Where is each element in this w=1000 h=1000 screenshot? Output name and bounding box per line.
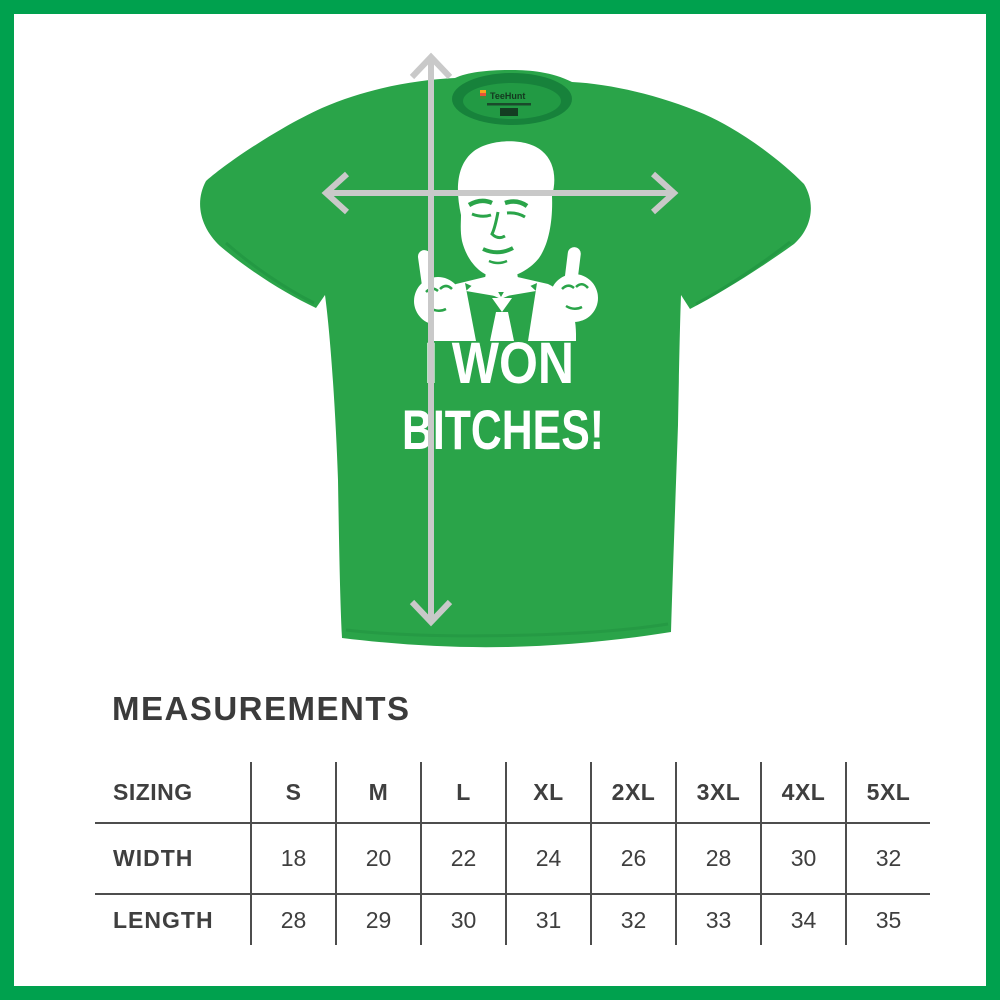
print-text-line1: I WON — [424, 331, 574, 396]
bottom-hem-seam — [345, 622, 669, 638]
brand-label: TeeHunt — [480, 90, 531, 116]
brand-logo-icon — [480, 90, 486, 93]
facial-features — [467, 198, 529, 265]
right-hand — [550, 247, 598, 322]
width-value-l: 22 — [420, 822, 505, 893]
brand-logo-icon-3 — [480, 96, 486, 99]
tie — [490, 312, 514, 341]
col-header-sizing: SIZING — [113, 778, 193, 805]
length-value-5xl: 35 — [845, 893, 930, 945]
width-value-4xl: 30 — [760, 822, 845, 893]
col-header-2xl: 2XL — [590, 762, 675, 822]
length-value-4xl: 34 — [760, 893, 845, 945]
width-value-3xl: 28 — [675, 822, 760, 893]
tie-knot — [492, 298, 512, 312]
col-header-m: M — [335, 762, 420, 822]
width-value-s: 18 — [250, 822, 335, 893]
length-value-3xl: 33 — [675, 893, 760, 945]
length-value-2xl: 32 — [590, 893, 675, 945]
length-value-m: 29 — [335, 893, 420, 945]
tshirt-sizing-diagram: TeeHunt — [200, 52, 811, 648]
width-value-5xl: 32 — [845, 822, 930, 893]
collar-inner — [463, 83, 561, 119]
col-header-l: L — [420, 762, 505, 822]
col-header-s: S — [250, 762, 335, 822]
width-value-m: 20 — [335, 822, 420, 893]
trump-print: I WON BITCHES! — [402, 141, 604, 461]
label-fine-print — [487, 103, 531, 106]
label-size-box — [500, 108, 518, 116]
width-value-2xl: 26 — [590, 822, 675, 893]
length-value-l: 30 — [420, 893, 505, 945]
tshirt-graphic: TeeHunt — [200, 52, 811, 648]
length-value-s: 28 — [250, 893, 335, 945]
col-header-3xl: 3XL — [675, 762, 760, 822]
shirt-collar-right — [501, 279, 536, 297]
col-header-4xl: 4XL — [760, 762, 845, 822]
brand-label-text: TeeHunt — [490, 91, 525, 101]
head-silhouette — [457, 141, 555, 278]
width-value-xl: 24 — [505, 822, 590, 893]
col-header-5xl: 5XL — [845, 762, 930, 822]
col-header-xl: XL — [505, 762, 590, 822]
size-table: SIZING S M L XL 2XL 3XL 4XL 5XL WIDTH 18… — [95, 762, 930, 945]
row-label-width: WIDTH — [95, 822, 250, 893]
tshirt-silhouette — [200, 70, 811, 648]
right-sleeve-seam — [695, 240, 791, 306]
length-arrow — [409, 52, 453, 627]
brand-logo-icon-2 — [480, 93, 486, 96]
print-text-line2: BITCHES! — [402, 398, 604, 461]
row-label-length: LENGTH — [95, 893, 250, 945]
length-value-xl: 31 — [505, 893, 590, 945]
shirt-collar-left — [466, 279, 501, 297]
measurement-arrows — [321, 52, 679, 627]
width-arrow — [321, 171, 679, 215]
left-sleeve-seam — [225, 241, 315, 305]
measurements-title: MEASUREMENTS — [112, 690, 411, 727]
